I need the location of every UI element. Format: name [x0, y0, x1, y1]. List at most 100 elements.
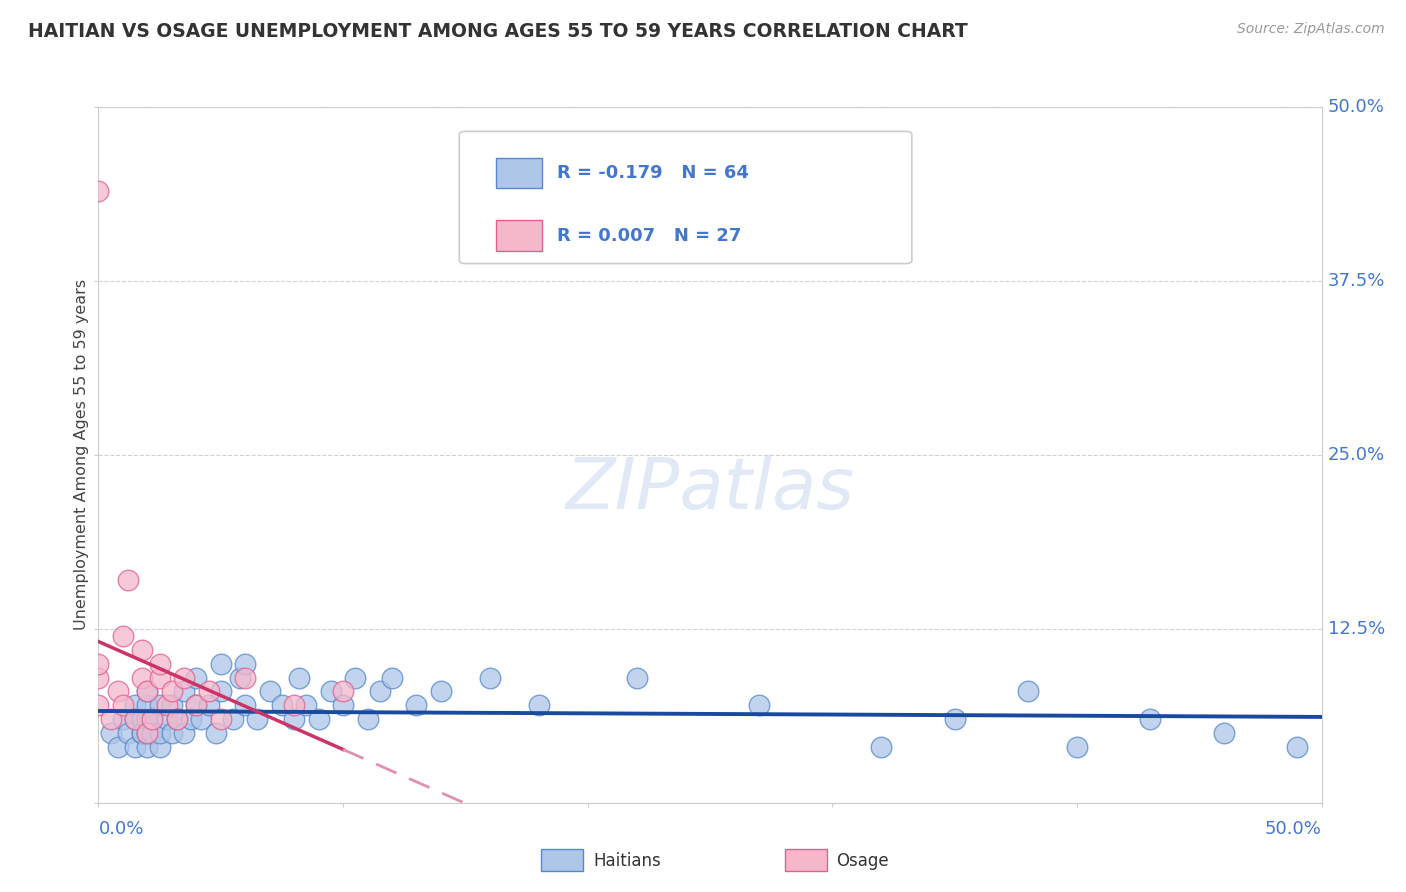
Y-axis label: Unemployment Among Ages 55 to 59 years: Unemployment Among Ages 55 to 59 years [73, 279, 89, 631]
Point [478, 671, 501, 685]
Point [131, 726, 153, 740]
Point [344, 671, 367, 685]
Point [173, 671, 195, 685]
Point [149, 657, 172, 671]
Point [748, 698, 770, 713]
Point [259, 684, 281, 698]
Point [186, 698, 208, 713]
Text: Haitians: Haitians [593, 852, 661, 870]
Text: R = 0.007   N = 27: R = 0.007 N = 27 [557, 227, 741, 244]
Point [111, 712, 134, 726]
Point [1066, 740, 1088, 755]
Point [197, 698, 219, 713]
Text: Osage: Osage [837, 852, 889, 870]
Point [141, 712, 163, 726]
Point [332, 684, 354, 698]
Point [87, 671, 110, 685]
Point [1139, 712, 1161, 726]
Point [180, 712, 202, 726]
Point [626, 671, 648, 685]
Text: 50.0%: 50.0% [1265, 821, 1322, 838]
Point [1212, 726, 1234, 740]
Text: HAITIAN VS OSAGE UNEMPLOYMENT AMONG AGES 55 TO 59 YEARS CORRELATION CHART: HAITIAN VS OSAGE UNEMPLOYMENT AMONG AGES… [28, 22, 967, 41]
Point [283, 712, 305, 726]
Point [381, 671, 404, 685]
Point [295, 698, 318, 713]
Text: R = -0.179   N = 64: R = -0.179 N = 64 [557, 164, 749, 182]
Point [173, 726, 195, 740]
Point [100, 712, 122, 726]
Point [136, 684, 159, 698]
Point [141, 726, 163, 740]
Point [870, 740, 893, 755]
Point [405, 698, 427, 713]
Bar [496, 220, 543, 251]
Point [1286, 740, 1309, 755]
Text: 12.5%: 12.5% [1327, 620, 1385, 638]
Point [190, 712, 212, 726]
Point [160, 698, 183, 713]
Point [87, 698, 110, 713]
Point [186, 671, 208, 685]
Point [233, 698, 256, 713]
Point [527, 698, 550, 713]
Point [149, 726, 172, 740]
Text: ZIPatlas: ZIPatlas [565, 455, 855, 524]
Point [943, 712, 966, 726]
Point [100, 726, 122, 740]
Text: 25.0%: 25.0% [1327, 446, 1385, 464]
Point [229, 671, 252, 685]
Point [222, 712, 245, 726]
Point [131, 642, 153, 657]
Point [124, 698, 146, 713]
Point [107, 684, 129, 698]
Point [160, 726, 183, 740]
Point [270, 698, 294, 713]
Point [149, 698, 172, 713]
Point [149, 740, 172, 755]
Point [368, 684, 391, 698]
FancyBboxPatch shape [460, 131, 912, 263]
Point [288, 671, 311, 685]
Point [149, 671, 172, 685]
Point [87, 657, 110, 671]
Point [166, 712, 188, 726]
Point [131, 671, 153, 685]
Point [124, 740, 146, 755]
Point [283, 698, 305, 713]
Point [141, 712, 163, 726]
Point [166, 712, 188, 726]
Text: 50.0%: 50.0% [1327, 98, 1385, 116]
Point [136, 726, 159, 740]
Point [136, 698, 159, 713]
Point [205, 726, 228, 740]
Text: Source: ZipAtlas.com: Source: ZipAtlas.com [1237, 22, 1385, 37]
Point [107, 740, 129, 755]
Point [319, 684, 342, 698]
Point [197, 684, 219, 698]
Point [117, 573, 139, 587]
Point [209, 657, 232, 671]
Point [186, 698, 208, 713]
Point [156, 698, 179, 713]
Point [356, 712, 378, 726]
Point [136, 684, 159, 698]
Point [124, 712, 146, 726]
Point [136, 712, 159, 726]
Point [173, 684, 195, 698]
Point [131, 726, 153, 740]
Point [131, 712, 153, 726]
Point [136, 726, 159, 740]
Point [209, 684, 232, 698]
Point [308, 712, 330, 726]
Point [111, 629, 134, 643]
Point [160, 684, 183, 698]
Point [111, 698, 134, 713]
Point [233, 657, 256, 671]
Point [246, 712, 269, 726]
Point [117, 726, 139, 740]
Point [209, 712, 232, 726]
Point [1017, 684, 1039, 698]
Text: 37.5%: 37.5% [1327, 272, 1385, 290]
Point [156, 712, 179, 726]
